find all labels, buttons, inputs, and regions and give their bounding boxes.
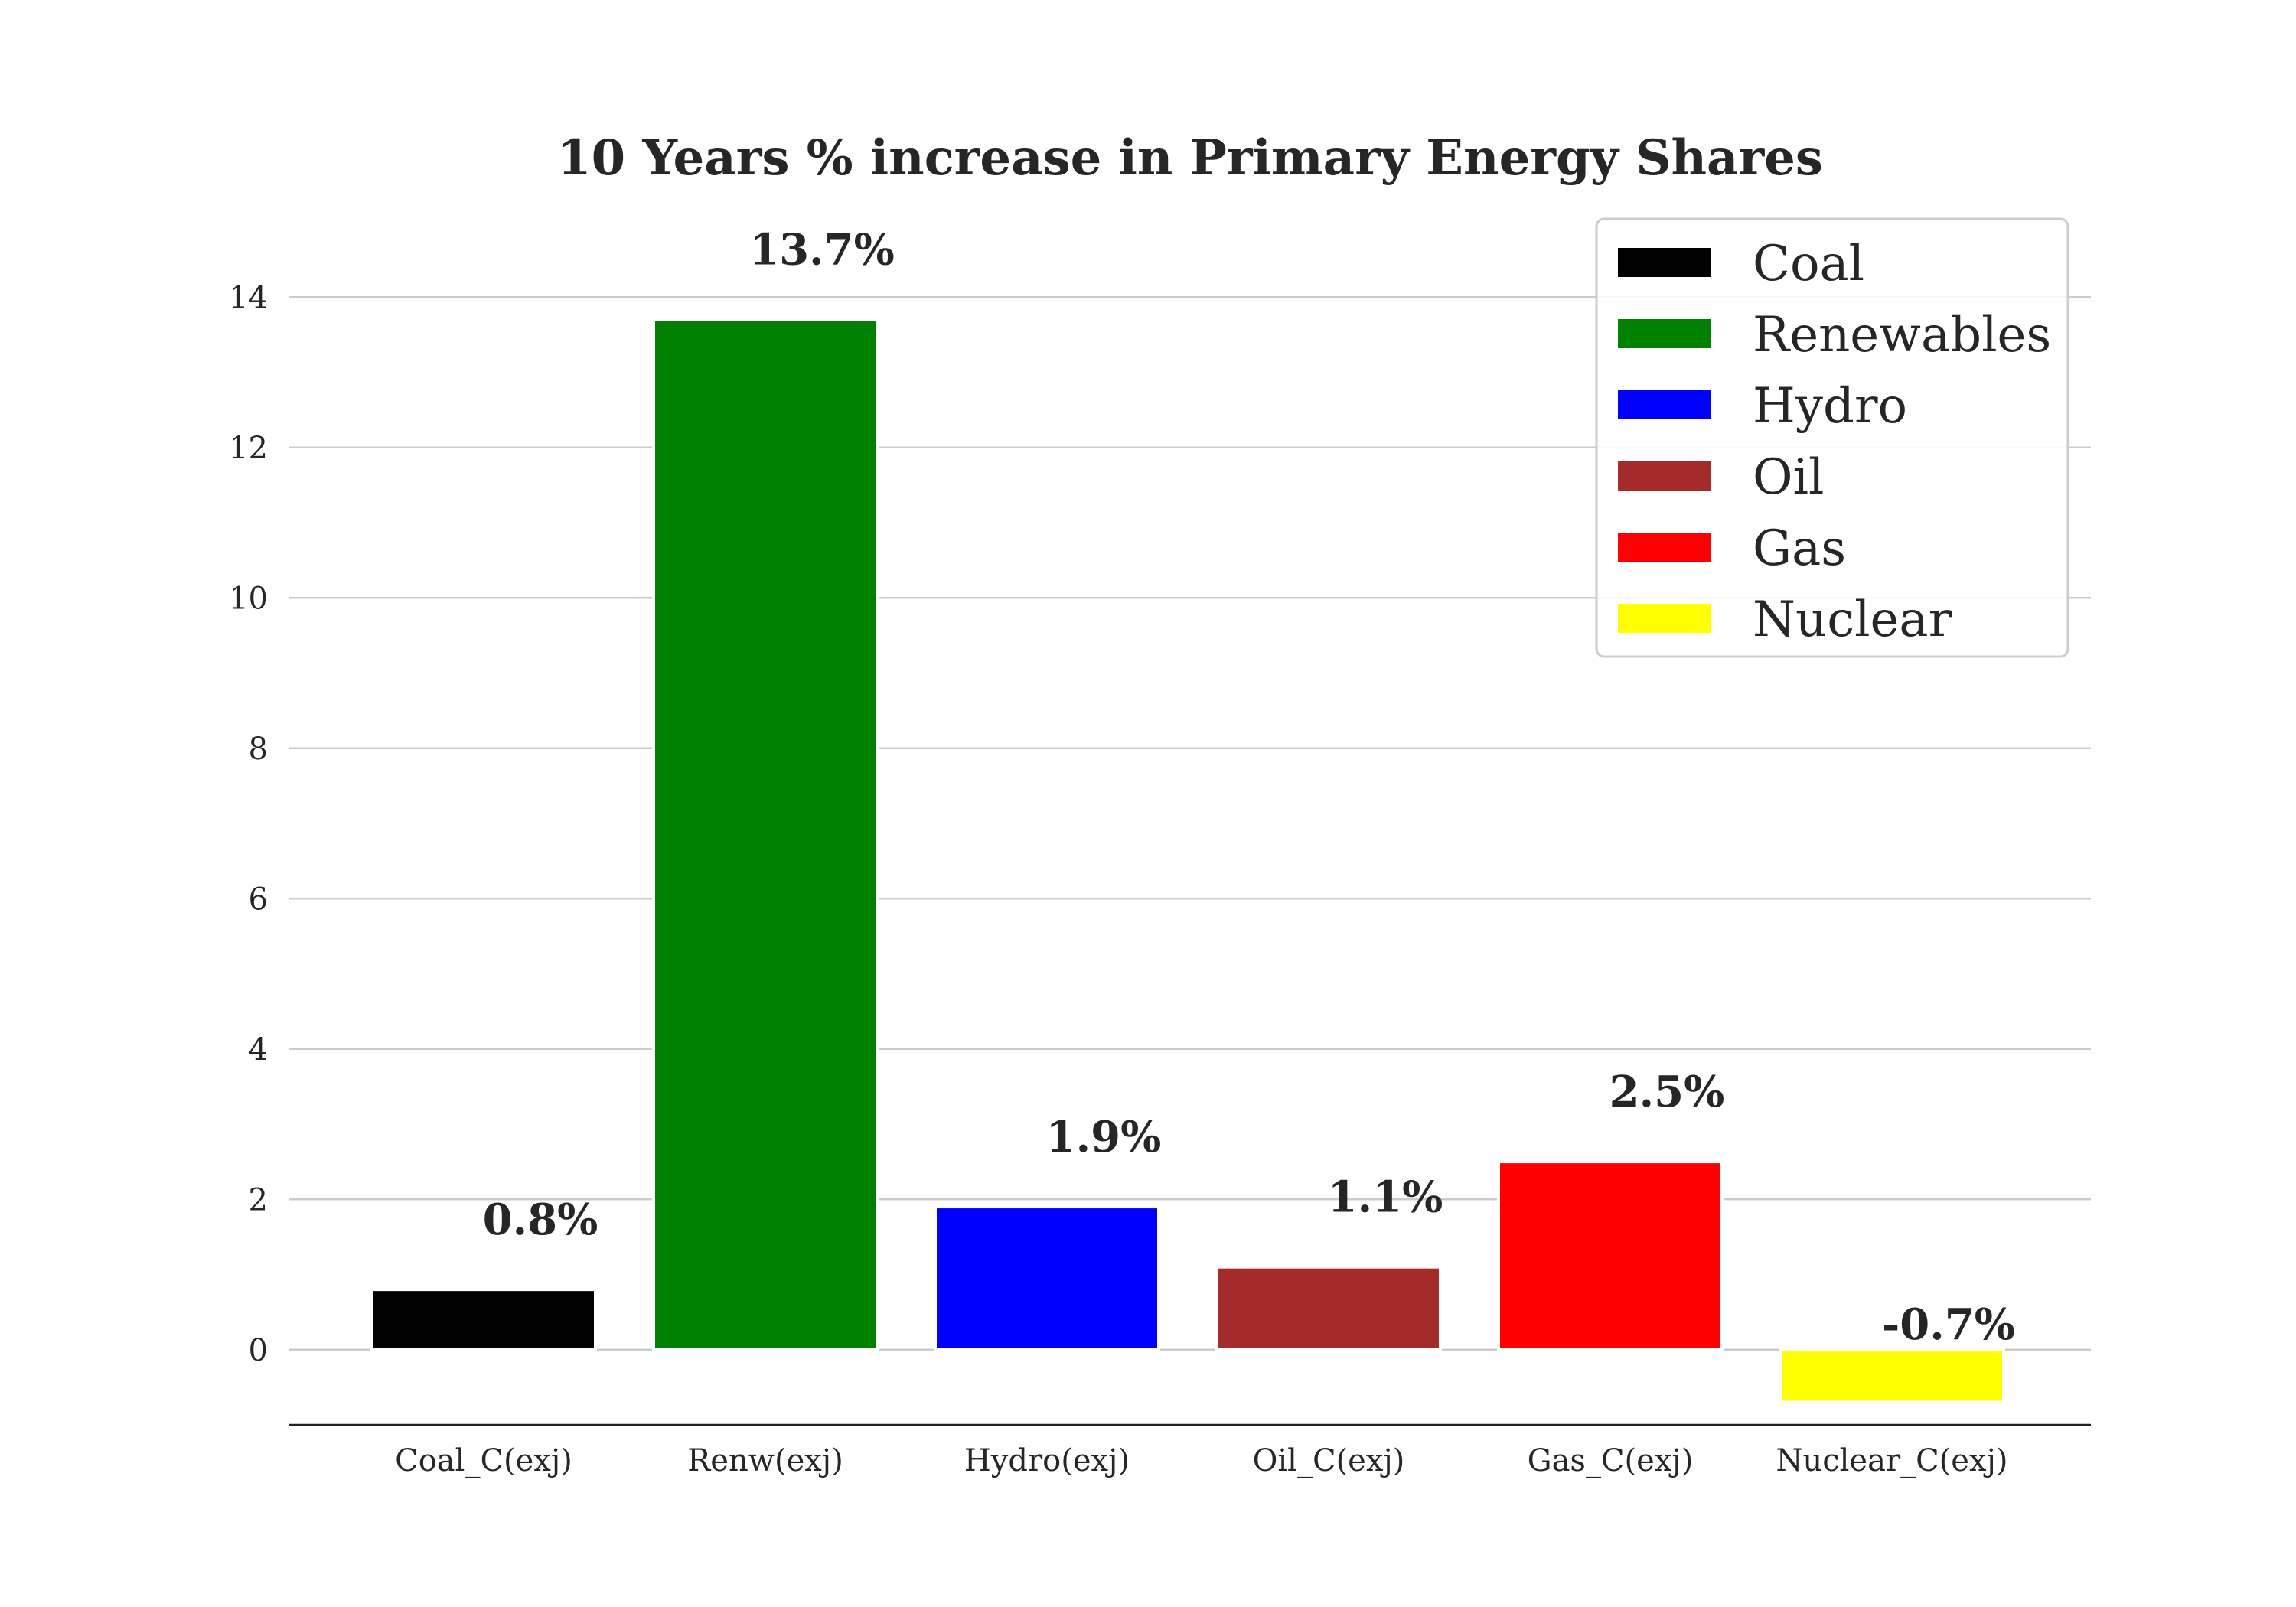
x-tick-label: Hydro(exj) xyxy=(964,1443,1130,1478)
legend-swatch xyxy=(1618,319,1711,348)
y-tick-label: 4 xyxy=(249,1032,268,1068)
legend-label: Gas xyxy=(1753,520,1846,577)
gridlines xyxy=(289,296,2091,1351)
bar xyxy=(1215,1265,1442,1351)
legend-swatch xyxy=(1618,390,1711,419)
y-tick-labels: 0 2 4 6 8 10 12 14 xyxy=(229,280,268,1368)
x-tick-label: Gas_C(exj) xyxy=(1528,1443,1694,1478)
y-tick-label: 12 xyxy=(229,431,268,466)
y-tick-label: 8 xyxy=(249,732,268,767)
y-tick-label: 6 xyxy=(249,882,268,917)
x-tick-label: Nuclear_C(exj) xyxy=(1776,1443,2007,1478)
x-tick-label: Coal_C(exj) xyxy=(395,1443,572,1478)
legend-label: Nuclear xyxy=(1753,592,1952,648)
legend-swatch xyxy=(1618,461,1711,491)
bar xyxy=(370,1288,597,1351)
data-label: 1.9% xyxy=(1046,1112,1162,1162)
x-tick-label: Oil_C(exj) xyxy=(1253,1443,1405,1478)
y-tick-label: 14 xyxy=(229,280,268,315)
data-labels: 0.8% 13.7% 1.9% 1.1% 2.5% -0.7% xyxy=(483,225,2015,1350)
data-label: -0.7% xyxy=(1882,1299,2015,1350)
legend-label: Hydro xyxy=(1753,378,1907,435)
x-tick-label: Renw(exj) xyxy=(687,1443,843,1478)
legend-label: Oil xyxy=(1753,449,1824,506)
bar xyxy=(652,318,879,1351)
bar xyxy=(934,1205,1160,1351)
legend-box xyxy=(1595,217,2069,658)
bars xyxy=(370,318,2005,1404)
legend-swatch xyxy=(1618,248,1711,277)
data-label: 0.8% xyxy=(483,1195,598,1245)
x-tick-labels: Coal_C(exj) Renw(exj) Hydro(exj) Oil_C(exj)… xyxy=(395,1443,2007,1478)
y-tick-label: 0 xyxy=(249,1333,268,1368)
legend: Coal Renewables Hydro Oil Gas Nuclear xyxy=(1595,217,2069,658)
bar xyxy=(1779,1348,2005,1404)
data-label: 13.7% xyxy=(749,225,895,275)
legend-swatch xyxy=(1618,604,1711,633)
y-tick-label: 2 xyxy=(249,1182,268,1217)
chart-title: 10 Years % increase in Primary Energy Sh… xyxy=(557,129,1823,187)
data-label: 2.5% xyxy=(1609,1067,1725,1117)
legend-label: Coal xyxy=(1753,236,1864,292)
legend-swatch xyxy=(1618,533,1711,562)
bar xyxy=(1497,1160,1724,1351)
legend-label: Renewables xyxy=(1753,307,2051,363)
data-label: 1.1% xyxy=(1328,1172,1443,1223)
y-tick-label: 10 xyxy=(229,581,268,616)
